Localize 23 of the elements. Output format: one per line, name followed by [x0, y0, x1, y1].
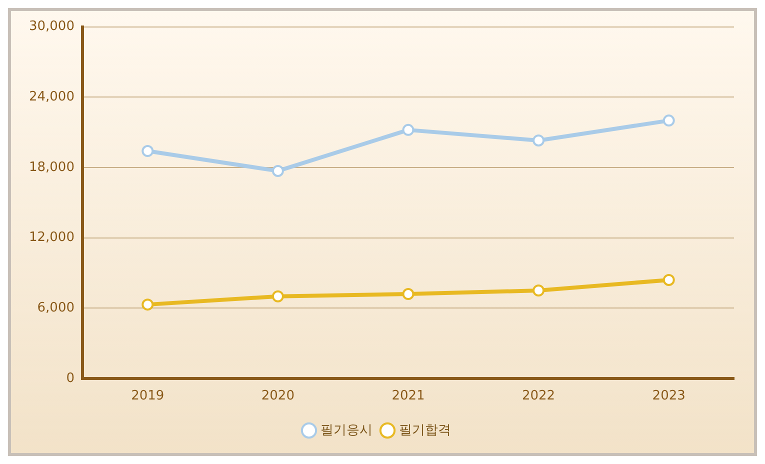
point [142, 298, 154, 311]
point [532, 134, 545, 146]
x-tick-label: 2019 [131, 388, 164, 404]
y-tick-label: 0 [66, 370, 74, 386]
point [272, 164, 284, 177]
point [402, 124, 414, 136]
point [272, 290, 284, 302]
y-tick-label: 12,000 [28, 230, 74, 246]
y-tick-label: 24,000 [28, 89, 74, 104]
x-tick-label: 2020 [261, 388, 294, 404]
point [402, 288, 414, 300]
point [662, 114, 675, 127]
x-tick-label: 2021 [392, 388, 425, 404]
x-tick-label: 2022 [522, 388, 556, 404]
legend-label: 필기합격 [399, 422, 451, 438]
x-tick-label: 2023 [652, 388, 686, 404]
y-tick-label: 18,000 [28, 160, 74, 175]
y-tick-label: 6,000 [37, 300, 74, 316]
legend-label: 필기응시 [320, 422, 372, 438]
y-tick-label: 30,000 [28, 19, 74, 34]
point [532, 284, 545, 296]
point [662, 274, 675, 286]
point [142, 145, 154, 158]
